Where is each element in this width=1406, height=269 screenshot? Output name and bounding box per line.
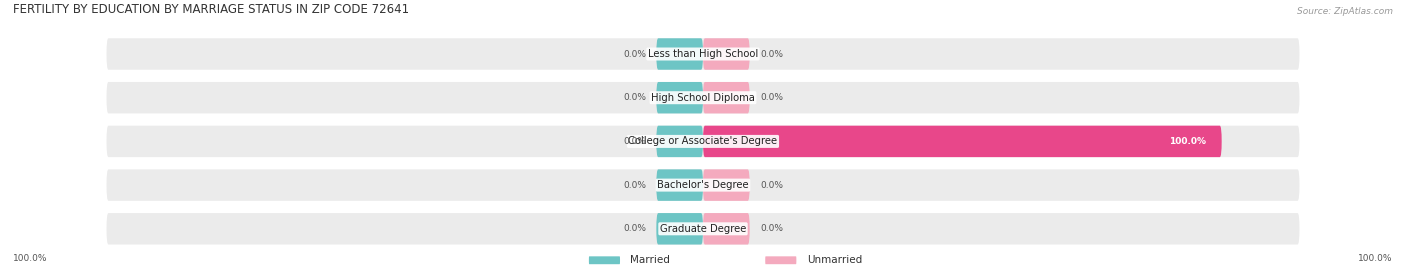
Text: 0.0%: 0.0% xyxy=(761,224,783,233)
Text: College or Associate's Degree: College or Associate's Degree xyxy=(628,136,778,146)
Text: 0.0%: 0.0% xyxy=(761,93,783,102)
FancyBboxPatch shape xyxy=(703,38,749,70)
Text: 100.0%: 100.0% xyxy=(1170,137,1206,146)
FancyBboxPatch shape xyxy=(657,213,703,245)
Text: High School Diploma: High School Diploma xyxy=(651,93,755,103)
FancyBboxPatch shape xyxy=(657,169,703,201)
Text: 0.0%: 0.0% xyxy=(623,180,645,190)
Text: Bachelor's Degree: Bachelor's Degree xyxy=(657,180,749,190)
FancyBboxPatch shape xyxy=(703,169,749,201)
Text: 0.0%: 0.0% xyxy=(761,49,783,59)
Text: Less than High School: Less than High School xyxy=(648,49,758,59)
FancyBboxPatch shape xyxy=(107,213,1299,245)
FancyBboxPatch shape xyxy=(703,126,1222,157)
FancyBboxPatch shape xyxy=(657,38,703,70)
Text: FERTILITY BY EDUCATION BY MARRIAGE STATUS IN ZIP CODE 72641: FERTILITY BY EDUCATION BY MARRIAGE STATU… xyxy=(13,3,409,16)
FancyBboxPatch shape xyxy=(107,126,1299,157)
Text: Married: Married xyxy=(630,255,671,265)
FancyBboxPatch shape xyxy=(657,126,703,157)
FancyBboxPatch shape xyxy=(589,256,620,264)
Text: Source: ZipAtlas.com: Source: ZipAtlas.com xyxy=(1296,6,1393,16)
Text: 0.0%: 0.0% xyxy=(623,49,645,59)
Text: 100.0%: 100.0% xyxy=(13,254,48,263)
FancyBboxPatch shape xyxy=(107,38,1299,70)
Text: Unmarried: Unmarried xyxy=(807,255,862,265)
FancyBboxPatch shape xyxy=(765,256,796,264)
FancyBboxPatch shape xyxy=(107,82,1299,114)
Text: 100.0%: 100.0% xyxy=(1358,254,1393,263)
Text: 0.0%: 0.0% xyxy=(761,180,783,190)
Text: Graduate Degree: Graduate Degree xyxy=(659,224,747,234)
FancyBboxPatch shape xyxy=(107,169,1299,201)
FancyBboxPatch shape xyxy=(703,213,749,245)
Text: 0.0%: 0.0% xyxy=(623,137,645,146)
Text: 0.0%: 0.0% xyxy=(623,224,645,233)
FancyBboxPatch shape xyxy=(703,82,749,114)
FancyBboxPatch shape xyxy=(657,82,703,114)
Text: 0.0%: 0.0% xyxy=(623,93,645,102)
